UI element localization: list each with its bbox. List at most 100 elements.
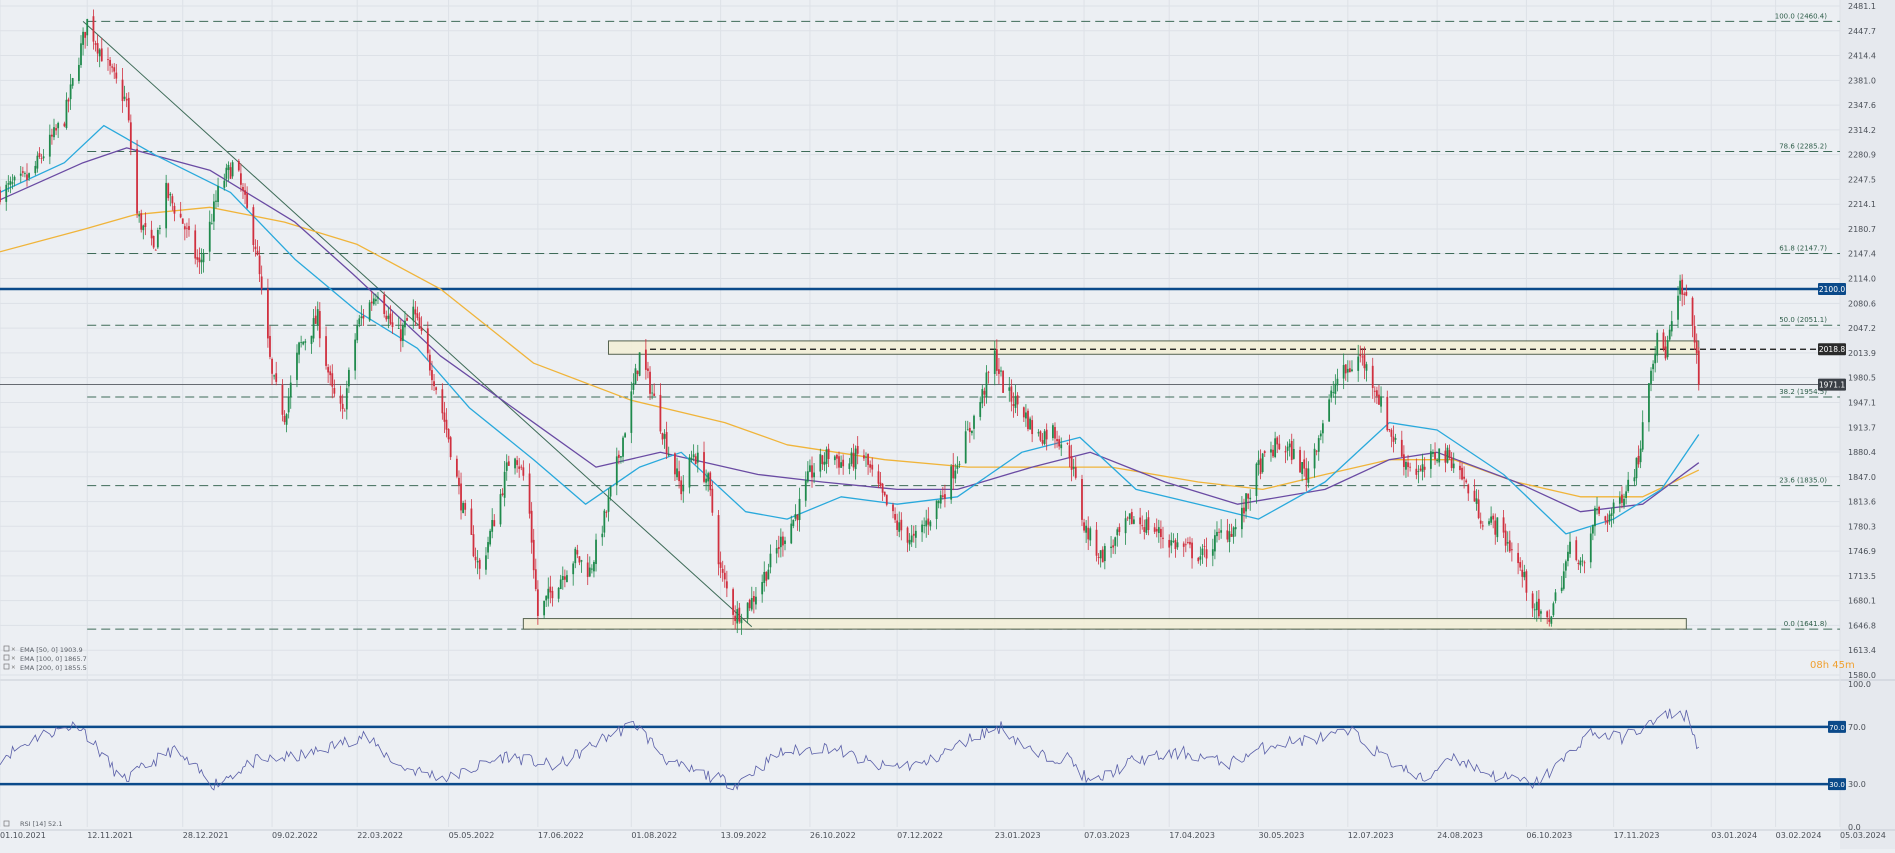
- candle-body: [580, 560, 583, 562]
- candle-body: [1243, 507, 1245, 514]
- ema-legend: ✕ EMA [50, 0] 1903.9 ✕ EMA [100, 0] 1865.7 ✕…: [3, 645, 87, 672]
- candle-body: [470, 508, 473, 535]
- candle-body: [1189, 541, 1191, 545]
- rsi-axis-tick: 30.0: [1848, 780, 1866, 789]
- candle-body: [1577, 562, 1580, 565]
- candle-body: [5, 184, 8, 202]
- candle-body: [1517, 552, 1520, 564]
- candle-body: [609, 486, 612, 497]
- candle-body: [455, 458, 458, 477]
- candle-body: [1334, 383, 1337, 394]
- price-axis-tick: 2414.4: [1848, 52, 1876, 61]
- legend-close-icon: ✕: [11, 665, 16, 671]
- candle-body: [852, 452, 855, 468]
- candle-body: [447, 428, 450, 440]
- candle-body: [763, 571, 766, 583]
- candle-body: [9, 181, 12, 185]
- candle-body: [1116, 529, 1119, 536]
- rsi-axis-tick: 70.0: [1848, 723, 1866, 732]
- candle-body: [370, 301, 373, 304]
- candle-body: [1475, 498, 1478, 504]
- candle-body: [1409, 466, 1412, 468]
- candle-body: [1604, 516, 1607, 521]
- candle-body: [971, 430, 973, 434]
- candle-body: [96, 43, 99, 54]
- candle-body: [1336, 378, 1339, 386]
- candle-body: [19, 173, 22, 176]
- candle-body: [387, 315, 390, 319]
- candle-body: [898, 522, 901, 532]
- legend-entry: EMA [200, 0] 1855.5: [20, 664, 87, 672]
- legend-toggle-icon: [3, 654, 10, 661]
- candle-body: [634, 368, 637, 384]
- candle-body: [194, 230, 197, 259]
- candle-body: [1670, 321, 1673, 332]
- candle-body: [1172, 541, 1175, 542]
- candle-body: [1143, 527, 1146, 532]
- rsi-axis-tick: 0.0: [1848, 823, 1861, 832]
- candle-body: [777, 547, 780, 550]
- candle-body: [665, 432, 668, 454]
- candle-body: [1249, 497, 1252, 500]
- candle-body: [1010, 386, 1013, 402]
- candle-body: [1112, 545, 1115, 548]
- ema200-line: [0, 206, 1700, 498]
- rsi-level-badge: [1828, 720, 1846, 733]
- candle-body: [1606, 520, 1609, 524]
- candle-body: [796, 514, 799, 521]
- candle-body: [327, 367, 330, 373]
- candle-body: [1681, 279, 1684, 295]
- candle-body: [152, 235, 155, 248]
- candle-body: [237, 160, 240, 171]
- candle-body: [1317, 438, 1320, 452]
- candle-body: [314, 315, 317, 324]
- candle-body: [368, 302, 371, 321]
- candle-body: [42, 156, 45, 159]
- candle-body: [1037, 432, 1040, 434]
- candle-body: [1072, 466, 1075, 469]
- candle-body: [1521, 569, 1524, 577]
- candle-body: [1191, 542, 1193, 559]
- date-axis-tick: 05.03.2024: [1840, 831, 1886, 840]
- candle-body: [1184, 544, 1187, 546]
- candle-body: [667, 454, 670, 456]
- candle-body: [1211, 549, 1214, 556]
- candle-body: [499, 494, 502, 525]
- candle-body: [1328, 399, 1331, 422]
- candle-body: [574, 548, 577, 564]
- candle-body: [159, 227, 161, 229]
- candle-body: [1554, 592, 1557, 601]
- candle-body: [1240, 507, 1243, 530]
- candle-body: [474, 556, 477, 561]
- candle-body: [964, 431, 967, 464]
- candle-body: [1552, 603, 1555, 616]
- candle-body: [954, 470, 957, 479]
- candle-body: [900, 519, 903, 531]
- price-zone: [522, 618, 1687, 630]
- candle-body: [1519, 562, 1522, 568]
- candle-body: [399, 329, 402, 342]
- candle-body: [615, 456, 618, 486]
- candle-body: [1103, 546, 1106, 562]
- price-axis-tick: 1980.5: [1848, 374, 1876, 383]
- candle-body: [1654, 353, 1657, 364]
- trendline: [82, 20, 753, 628]
- candle-body: [156, 229, 159, 248]
- candle-body: [1199, 556, 1202, 560]
- candle-body: [1392, 436, 1395, 442]
- candle-body: [275, 373, 278, 382]
- candle-body: [624, 433, 627, 438]
- candle-body: [663, 434, 666, 439]
- candle-body: [1463, 476, 1466, 479]
- candle-body: [1575, 540, 1578, 561]
- candle-body: [1027, 410, 1029, 430]
- date-axis-tick: 09.02.2022: [272, 831, 318, 840]
- candle-body: [1656, 332, 1659, 356]
- candle-body: [825, 449, 828, 464]
- candle-body: [952, 464, 955, 479]
- candle-body: [358, 318, 361, 325]
- candle-body: [1052, 425, 1054, 439]
- candle-body: [244, 190, 246, 195]
